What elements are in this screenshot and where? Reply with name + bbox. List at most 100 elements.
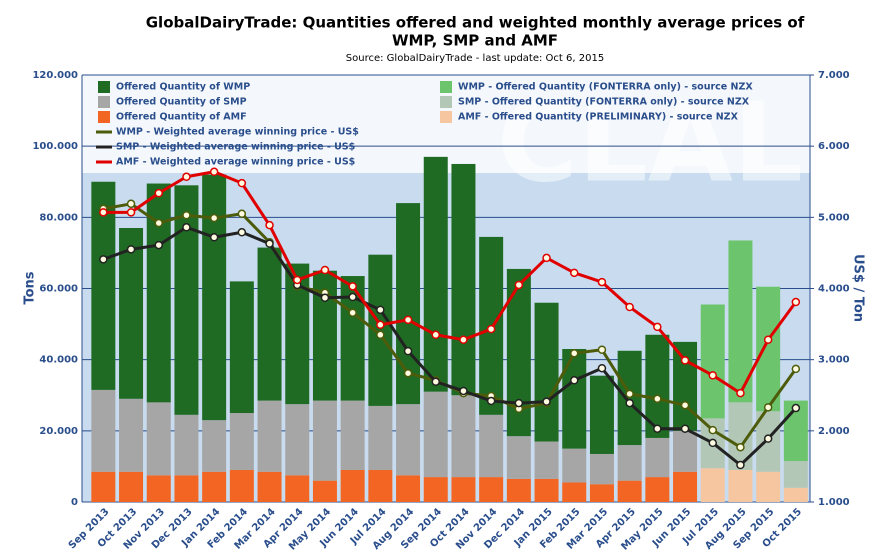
point <box>486 324 496 334</box>
legend-label: Offered Quantity of SMP <box>116 97 247 108</box>
y-tick-label: 20.000 <box>39 426 78 437</box>
bar <box>645 477 670 502</box>
point <box>348 282 357 291</box>
point <box>182 172 191 182</box>
y2-tick-label: 6.000 <box>818 141 850 152</box>
line <box>102 225 797 467</box>
y2-axis-label: US$ / Ton <box>851 254 866 322</box>
bar <box>229 469 254 502</box>
bar <box>340 400 365 470</box>
y-axis-label: Tons <box>23 271 38 304</box>
point <box>376 320 385 330</box>
bar <box>534 302 559 442</box>
point <box>376 330 385 340</box>
legend-swatch <box>440 81 452 93</box>
point <box>348 308 357 317</box>
y-tick-label: 120.000 <box>32 70 78 81</box>
bar <box>312 400 337 481</box>
point <box>597 345 607 354</box>
legend-label: SMP - Offered Quantity (FONTERRA only) -… <box>458 97 750 108</box>
bar <box>506 436 531 479</box>
bar <box>396 404 421 476</box>
point <box>625 398 634 408</box>
bar <box>285 475 310 502</box>
point <box>431 330 440 340</box>
chart-title: GlobalDairyTrade: Quantities offered and… <box>146 14 805 32</box>
point <box>653 394 662 404</box>
bar <box>673 430 698 472</box>
y-tick-label: 80.000 <box>39 212 78 223</box>
y-tick-label: 0 <box>71 497 78 508</box>
bar <box>617 480 642 502</box>
bar <box>174 414 199 476</box>
chart-subtitle: Source: GlobalDairyTrade - last update: … <box>346 53 604 64</box>
bar <box>673 341 698 431</box>
point <box>597 363 607 373</box>
bar <box>700 304 725 419</box>
legend-label: WMP - Weighted average winning price - U… <box>116 127 359 138</box>
y-tick-label: 40.000 <box>39 355 78 366</box>
point <box>542 397 551 406</box>
point <box>154 240 163 250</box>
bar <box>562 482 587 502</box>
point <box>597 277 607 287</box>
bar <box>174 185 199 415</box>
point <box>265 239 274 248</box>
point <box>736 388 745 398</box>
bar <box>562 448 587 483</box>
bar <box>368 254 393 406</box>
bar <box>340 469 365 502</box>
point <box>680 400 690 410</box>
bar <box>728 469 753 502</box>
point <box>791 297 801 307</box>
legend-label: AMF - Weighted average winning price - U… <box>116 157 355 168</box>
bar <box>202 420 227 472</box>
point <box>403 315 413 325</box>
point <box>625 389 634 399</box>
chart-title: WMP, SMP and AMF <box>392 32 558 50</box>
point <box>182 223 191 232</box>
bar <box>506 478 531 502</box>
point <box>680 356 690 365</box>
bar <box>562 348 587 449</box>
line <box>103 170 798 395</box>
point <box>376 305 385 315</box>
bar <box>700 468 725 502</box>
point <box>708 438 717 448</box>
bar <box>285 404 310 476</box>
watermark: CLAL <box>497 78 803 206</box>
bar <box>396 475 421 502</box>
point <box>791 364 801 374</box>
bar <box>423 156 448 392</box>
point <box>653 424 662 433</box>
point <box>348 292 357 302</box>
point <box>708 371 717 380</box>
bar <box>368 469 393 502</box>
point <box>237 209 247 219</box>
point <box>209 167 219 177</box>
y2-tick-label: 4.000 <box>818 284 850 295</box>
point <box>99 208 108 217</box>
legend-swatch <box>98 111 110 123</box>
point <box>486 396 496 406</box>
point <box>126 245 136 254</box>
bar <box>257 400 282 472</box>
bar <box>146 402 171 476</box>
point <box>514 398 524 408</box>
legend-swatch <box>98 96 110 108</box>
point <box>209 213 219 223</box>
legend-swatch <box>98 81 110 93</box>
point <box>459 386 468 396</box>
point <box>99 255 108 264</box>
bar <box>229 413 254 470</box>
bar <box>589 453 614 485</box>
point <box>680 424 690 433</box>
bar <box>451 395 476 478</box>
point <box>542 253 551 263</box>
y2-tick-label: 3.000 <box>818 355 850 366</box>
bar <box>257 247 282 401</box>
point <box>459 335 468 344</box>
y-tick-label: 60.000 <box>39 284 78 295</box>
legend-label: WMP - Offered Quantity (FONTERRA only) -… <box>458 82 753 93</box>
